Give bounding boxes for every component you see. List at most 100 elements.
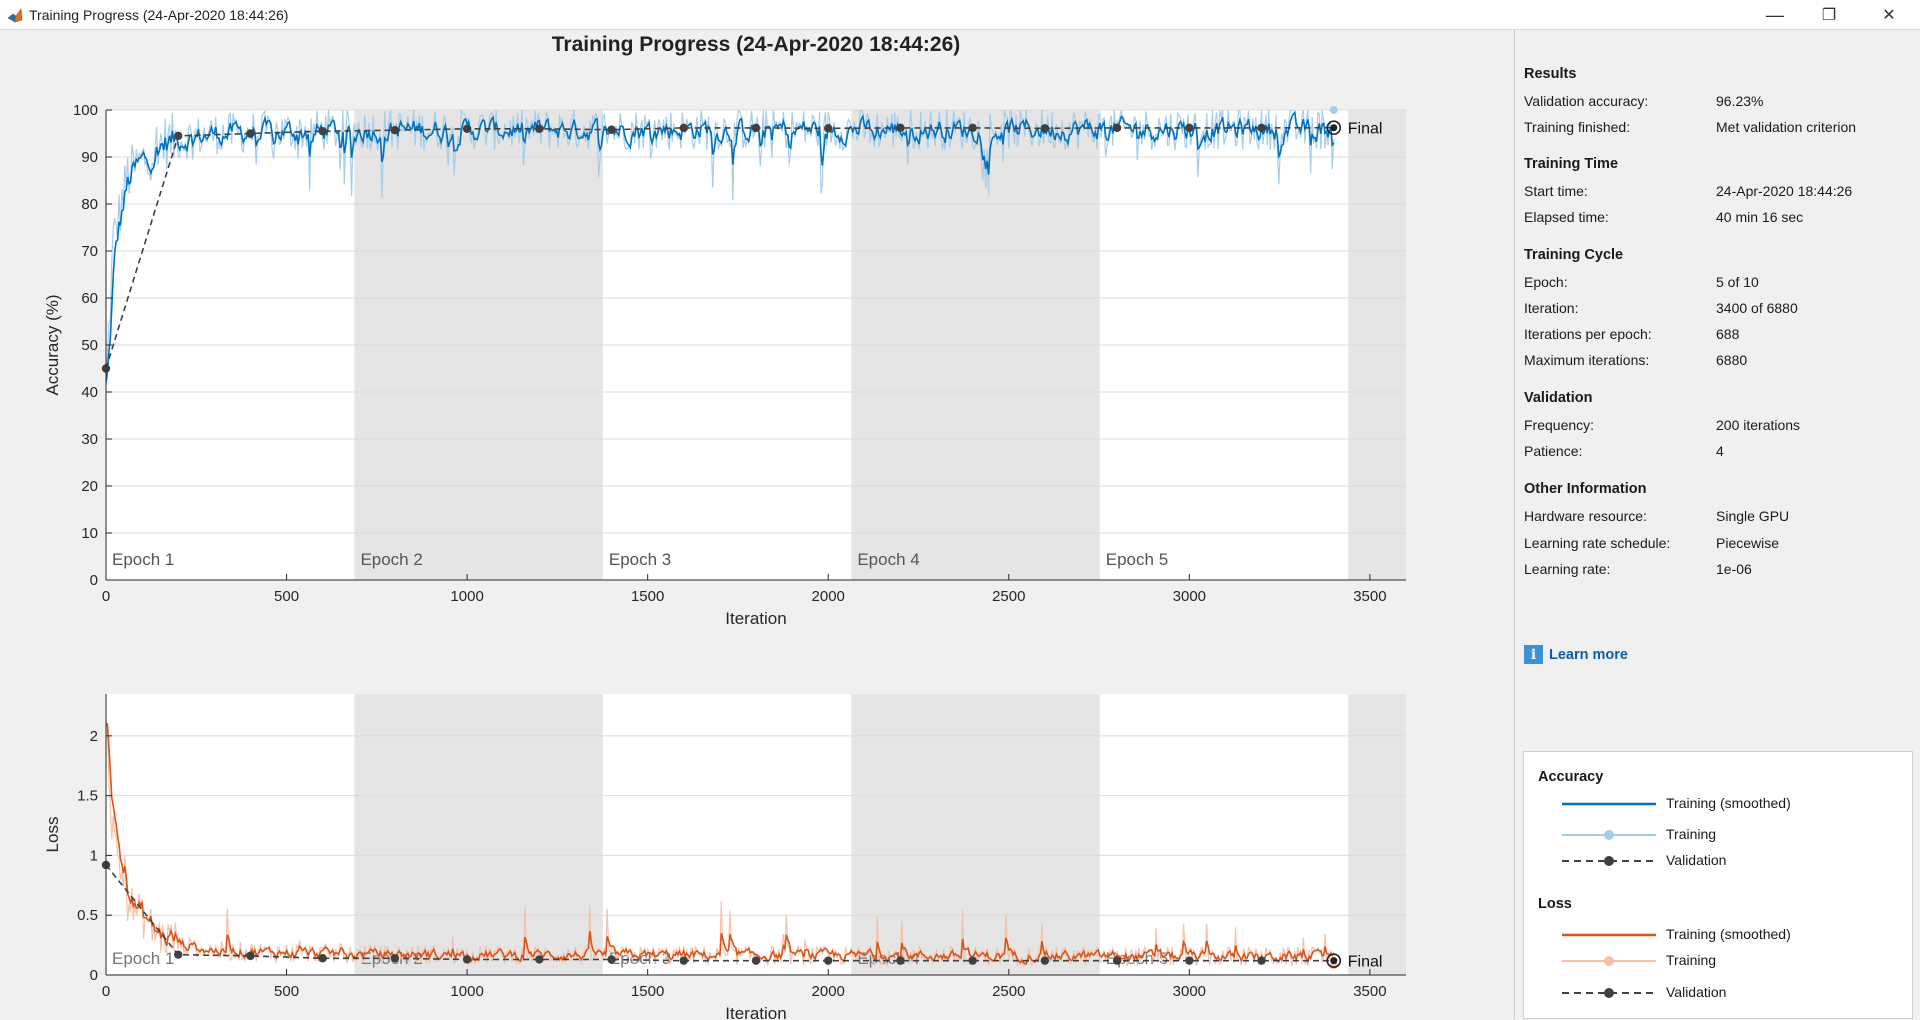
validation-point	[1257, 956, 1266, 965]
validation-line	[105, 126, 1334, 369]
validation-point	[246, 129, 255, 138]
validation-point	[535, 955, 544, 964]
validation-point	[1185, 956, 1194, 965]
start-time-label: Start time:	[1524, 183, 1588, 199]
y-tick-label: 10	[81, 525, 98, 542]
legend-acc-training-smoothed-label: Training (smoothed)	[1666, 795, 1791, 811]
accuracy-plot: Epoch 1 Epoch 2 Epoch 3 Epoch 4 Epoch 5 Final…	[43, 102, 1406, 628]
epoch-band	[354, 694, 603, 975]
x-tick-label: 3000	[1173, 588, 1206, 605]
start-time-value: 24-Apr-2020 18:44:26	[1716, 183, 1853, 199]
validation-point	[751, 123, 761, 133]
maximum-iterations-label: Maximum iterations:	[1524, 352, 1650, 368]
epoch-band	[1348, 694, 1406, 975]
x-tick-label: 2500	[992, 588, 1025, 605]
frequency-label: Frequency:	[1524, 417, 1595, 433]
validation-point	[607, 125, 616, 134]
legend-dashed-dot	[1604, 856, 1614, 866]
epoch-band	[851, 694, 1100, 975]
epoch-label: Epoch 4	[857, 550, 919, 569]
final-marker-dot	[1330, 124, 1338, 132]
maximum-iterations-value: 6880	[1716, 352, 1748, 368]
validation-point	[896, 956, 905, 965]
close-button[interactable]: ✕	[1882, 7, 1896, 24]
validation-point	[246, 951, 255, 961]
iteration-value: 3400 of 6880	[1716, 300, 1798, 316]
validation-point	[1185, 123, 1194, 133]
validation-accuracy-value: 96.23%	[1716, 93, 1764, 109]
y-tick-label: 0	[90, 967, 98, 984]
final-marker	[1326, 953, 1342, 968]
validation-point	[390, 126, 400, 135]
validation-point	[1112, 956, 1122, 965]
validation-point	[462, 955, 472, 964]
y-tick-label: 1.5	[77, 788, 98, 805]
window-title: Training Progress (24-Apr-2020 18:44:26)	[29, 7, 289, 23]
y-tick-label: 80	[81, 196, 98, 213]
validation-point	[1257, 123, 1266, 133]
validation-point	[1112, 123, 1122, 133]
y-tick-label: 100	[73, 102, 98, 119]
y-axis-label: Loss	[43, 817, 62, 853]
final-marker-dot	[1330, 957, 1338, 965]
epoch-value: 5 of 10	[1716, 274, 1759, 290]
validation-point	[535, 124, 544, 133]
series-layer	[106, 722, 1335, 968]
final-marker	[1326, 120, 1342, 136]
y-tick-label: 1	[90, 847, 98, 864]
training-smoothed-line	[106, 722, 1335, 966]
y-tick-label: 60	[81, 290, 98, 307]
y-tick-label: 0	[90, 572, 98, 589]
window-titlebar: Training Progress (24-Apr-2020 18:44:26)…	[0, 0, 1920, 30]
validation-point	[1040, 956, 1050, 965]
plot-title: Training Progress (24-Apr-2020 18:44:26)	[551, 33, 961, 56]
legend-accuracy-heading: Accuracy	[1538, 769, 1604, 785]
validation-point	[824, 124, 833, 133]
legend-loss-heading: Loss	[1538, 896, 1572, 912]
y-tick-label: 40	[81, 384, 98, 401]
epoch-label: Epoch:	[1524, 274, 1568, 290]
x-axis-label: Iteration	[725, 1004, 786, 1019]
learning-rate-schedule-value: Piecewise	[1716, 535, 1780, 551]
hardware-resource-label: Hardware resource:	[1524, 508, 1647, 524]
validation-point	[318, 954, 327, 963]
info-icon: i	[1524, 645, 1543, 664]
validation-point	[896, 123, 905, 133]
y-axis-label: Accuracy (%)	[43, 294, 62, 395]
plot-background	[106, 694, 1406, 975]
validation-heading: Validation	[1524, 390, 1593, 406]
legend-acc-validation-label: Validation	[1666, 852, 1727, 868]
training-finished-label: Training finished:	[1524, 119, 1631, 135]
maximize-button[interactable]: ❐	[1821, 7, 1837, 24]
learning-rate-value: 1e-06	[1716, 561, 1752, 577]
validation-point	[968, 123, 977, 133]
training-progress-plots: Epoch 1 Epoch 2 Epoch 3 Epoch 4 Epoch 5 Final…	[43, 102, 1406, 1019]
validation-point	[824, 956, 833, 965]
x-tick-label: 1500	[631, 983, 664, 1000]
training-finished-value: Met validation criterion	[1716, 119, 1857, 135]
elapsed-time-label: Elapsed time:	[1524, 209, 1609, 225]
iteration-label: Iteration:	[1524, 300, 1579, 316]
x-axis-label: Iteration	[725, 609, 786, 628]
validation-point	[174, 950, 183, 959]
x-tick-label: 3500	[1353, 588, 1386, 605]
learn-more-link[interactable]: i Learn more	[1524, 645, 1628, 664]
validation-point	[679, 123, 688, 133]
legend-marker-dot	[1604, 956, 1614, 966]
loss-plot: Epoch 1 Epoch 2 Epoch 3 Epoch 4 Epoch 5 Final…	[43, 694, 1406, 1019]
patience-value: 4	[1716, 443, 1724, 459]
y-tick-label: 30	[81, 431, 98, 448]
iterations-per-epoch-label: Iterations per epoch:	[1524, 326, 1652, 342]
y-tick-label: 0.5	[77, 907, 98, 924]
validation-point	[679, 956, 688, 965]
legend-acc-training-label: Training	[1666, 826, 1717, 842]
validation-point	[1040, 124, 1050, 133]
learning-rate-label: Learning rate:	[1524, 561, 1611, 577]
x-tick-label: 2500	[992, 983, 1025, 1000]
y-tick-label: 50	[81, 337, 98, 354]
minimize-button[interactable]: —	[1766, 4, 1784, 25]
validation-point	[390, 954, 400, 963]
final-label: Final	[1348, 121, 1383, 138]
iterations-per-epoch-value: 688	[1716, 326, 1740, 342]
epoch-label: Epoch 5	[1106, 550, 1168, 569]
